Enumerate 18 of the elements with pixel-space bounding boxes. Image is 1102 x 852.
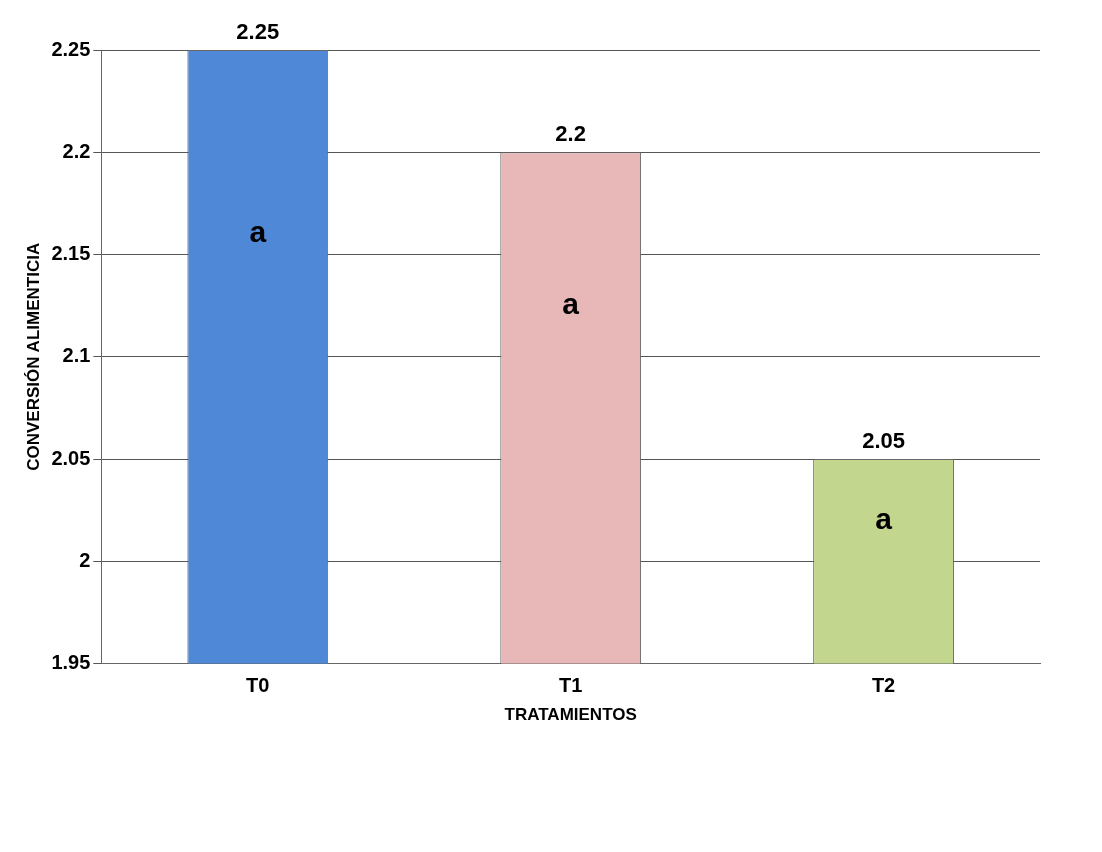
x-axis-title: TRATAMIENTOS xyxy=(504,705,637,725)
data-label: 2.2 xyxy=(555,121,586,147)
annotation: a xyxy=(875,501,893,535)
x-tick-label: T1 xyxy=(558,674,583,697)
data-label: 2.05 xyxy=(862,428,905,454)
annotation: a xyxy=(249,215,267,249)
x-tick-label: T2 xyxy=(871,674,896,697)
y-axis-title: CONVERSIÓN ALIMENTICIA xyxy=(23,242,43,471)
x-tick-label: T0 xyxy=(246,674,270,697)
annotation: a xyxy=(562,286,580,320)
data-label: 2.25 xyxy=(236,19,280,45)
y-tick-label: 2.25 xyxy=(51,37,91,60)
y-tick-label: 2 xyxy=(79,548,91,571)
y-tick-label: 2.2 xyxy=(62,139,91,162)
y-tick-label: 1.95 xyxy=(51,651,91,674)
y-tick-label: 2.15 xyxy=(51,242,91,265)
y-tick-label: 2.1 xyxy=(62,344,91,367)
y-tick-label: 2.05 xyxy=(51,446,91,469)
